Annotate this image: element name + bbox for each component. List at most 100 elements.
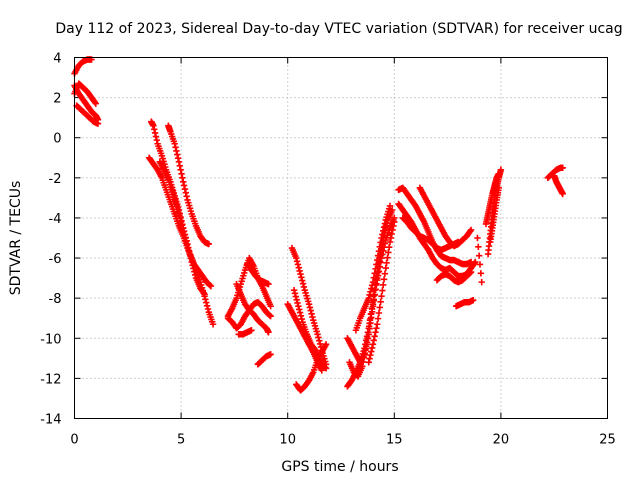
data-point <box>366 355 373 362</box>
data-point <box>375 248 383 255</box>
data-point <box>371 333 378 340</box>
data-point <box>202 296 209 303</box>
data-point <box>296 267 303 275</box>
data-point <box>373 280 380 287</box>
data-point <box>368 344 376 352</box>
data-point <box>373 261 380 268</box>
data-point <box>382 264 389 272</box>
data-point <box>472 258 479 266</box>
grid-lines <box>74 57 608 419</box>
data-point <box>293 258 301 265</box>
data-point <box>306 304 314 311</box>
data-point <box>368 282 376 289</box>
data-point <box>380 276 388 283</box>
data-point <box>200 289 207 297</box>
data-point <box>318 367 326 374</box>
data-point <box>372 286 379 293</box>
data-point <box>175 158 183 165</box>
data-point <box>316 340 324 348</box>
series-arc-h1 <box>544 164 566 182</box>
data-point <box>308 310 315 318</box>
data-point <box>178 170 185 178</box>
y-tick-label: -2 <box>49 172 62 187</box>
data-point <box>203 299 210 306</box>
data-point <box>295 264 302 271</box>
data-point <box>387 234 395 242</box>
data-point <box>366 291 373 299</box>
data-point <box>175 209 182 216</box>
data-point <box>365 331 372 338</box>
data-point <box>151 129 159 137</box>
data-point <box>172 144 179 151</box>
data-point <box>294 261 302 268</box>
data-point <box>477 270 485 277</box>
data-point <box>298 277 306 284</box>
data-point <box>295 302 302 310</box>
data-point <box>474 234 481 242</box>
series-arc-a3 <box>71 80 100 107</box>
data-point <box>391 218 398 226</box>
data-point <box>374 269 382 276</box>
data-point <box>300 283 308 291</box>
series-arc-b4 <box>165 122 213 248</box>
data-point <box>181 231 188 238</box>
data-point <box>467 226 475 234</box>
series-arc-b3 <box>156 158 215 290</box>
data-point <box>207 282 215 290</box>
data-point <box>380 281 387 289</box>
data-point <box>471 260 478 267</box>
data-point <box>265 329 272 336</box>
data-points <box>71 56 566 394</box>
data-point <box>383 259 390 267</box>
data-point <box>294 299 301 307</box>
data-point <box>297 270 304 278</box>
data-point <box>497 166 505 174</box>
data-point <box>362 347 369 354</box>
data-point <box>369 341 377 348</box>
data-point <box>367 288 374 295</box>
data-point <box>386 202 394 210</box>
data-point <box>305 300 313 308</box>
data-point <box>293 296 300 303</box>
x-axis-title: GPS time / hours <box>281 459 398 475</box>
series-arc-c4 <box>235 327 255 338</box>
data-point <box>267 302 274 310</box>
data-point <box>176 212 183 219</box>
data-point <box>176 162 184 169</box>
axis-ticks <box>74 57 608 419</box>
data-point <box>177 218 185 226</box>
data-point <box>179 225 187 232</box>
data-point <box>182 234 189 242</box>
data-point <box>203 302 211 309</box>
data-point <box>267 313 274 320</box>
data-point <box>386 238 394 246</box>
y-tick-label: -12 <box>40 372 61 387</box>
data-point <box>152 133 160 140</box>
y-tick-label: -6 <box>49 252 62 267</box>
series-arc-f5 <box>433 268 475 286</box>
data-point <box>466 269 474 277</box>
series-arc-f6 <box>452 296 477 310</box>
data-point <box>181 185 189 193</box>
data-point <box>185 247 192 255</box>
data-point <box>495 184 502 192</box>
data-point <box>174 151 181 158</box>
data-point <box>151 126 158 133</box>
series-arc-g3 <box>487 184 502 246</box>
data-point <box>364 335 372 342</box>
x-tick-label: 20 <box>493 433 510 448</box>
data-point <box>180 182 188 189</box>
data-point <box>368 308 376 316</box>
data-point <box>368 314 375 321</box>
data-point <box>385 244 393 251</box>
data-point <box>389 226 396 234</box>
series-arc-e4 <box>352 202 394 334</box>
data-point <box>267 351 274 358</box>
data-point <box>314 331 321 338</box>
data-point <box>177 215 184 222</box>
data-point <box>390 222 397 230</box>
data-point <box>475 243 482 251</box>
data-point <box>183 241 191 248</box>
series-arc-f4 <box>399 214 462 254</box>
data-point <box>376 304 384 311</box>
